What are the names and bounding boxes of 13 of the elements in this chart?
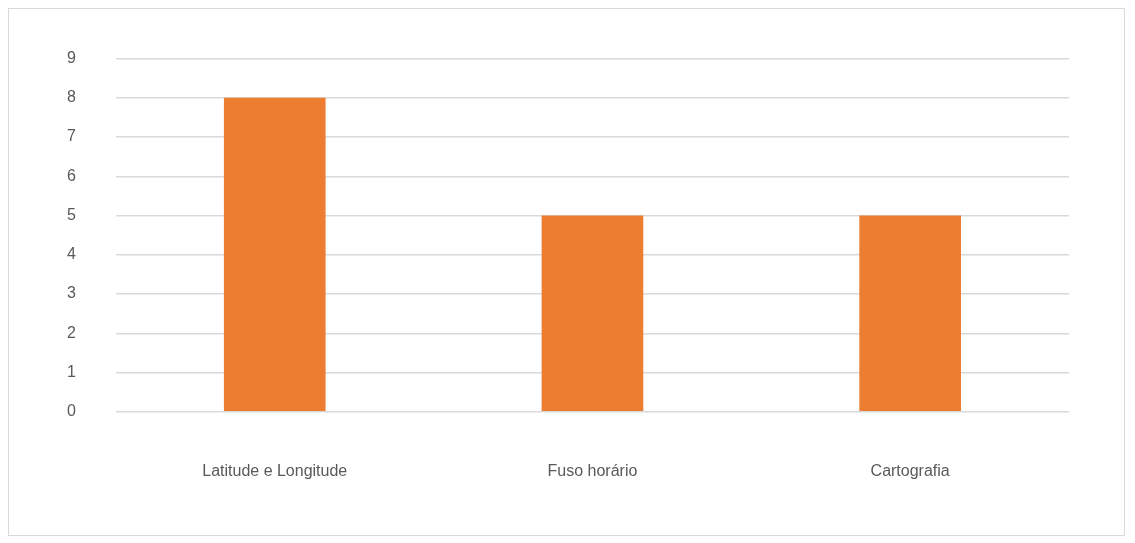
y-tick-label: 7 [66,127,76,145]
y-tick-label: 8 [66,88,76,106]
x-tick-label: Cartografia [870,461,950,479]
y-tick-label: 0 [66,402,76,420]
y-tick-label: 1 [66,362,76,380]
y-tick-label: 4 [66,245,76,263]
y-tick-label: 9 [66,49,76,67]
y-tick-label: 6 [66,166,76,184]
x-tick-label: Fuso horário [547,461,638,479]
y-tick-label: 5 [66,205,76,223]
x-tick-label: Latitude e Longitude [202,461,348,479]
y-tick-label: 2 [66,323,76,341]
y-tick-label: 3 [66,284,76,302]
